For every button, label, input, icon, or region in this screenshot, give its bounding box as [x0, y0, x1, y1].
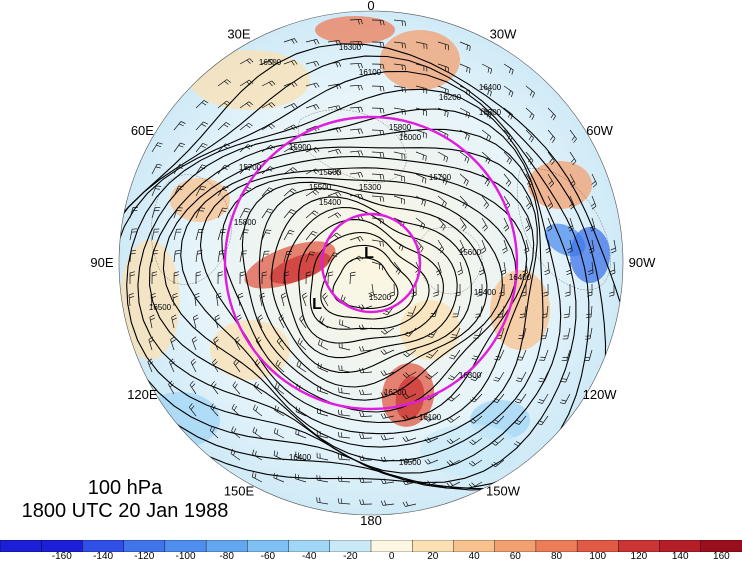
contour-label: 16500 [399, 458, 422, 467]
colorbar-tick: 20 [413, 551, 453, 562]
colorbar-tick: 60 [495, 551, 535, 562]
colorbar-tick: 100 [578, 551, 618, 562]
longitude-label-lon-90w: 90W [629, 255, 656, 270]
longitude-label-lon-30w: 30W [490, 26, 517, 41]
contour-label: 16000 [399, 133, 422, 142]
contour-label: 15200 [369, 293, 392, 302]
contour-label: 15400 [474, 288, 497, 297]
colorbar-tick: -120 [124, 551, 164, 562]
contour-label: 15700 [239, 163, 262, 172]
valid-time-label: 1800 UTC 20 Jan 1988 [0, 500, 250, 523]
contour-label: 15800 [389, 123, 412, 132]
colorbar-tick: -140 [83, 551, 123, 562]
longitude-label-lon-120e: 120E [127, 387, 158, 402]
contour-label: 16300 [479, 108, 502, 117]
colorbar-tick: -100 [166, 551, 206, 562]
contour-label: 15600 [319, 168, 342, 177]
contour-label: 16400 [289, 453, 312, 462]
colorbar-tick: -40 [289, 551, 329, 562]
contour-label: 15700 [429, 173, 452, 182]
longitude-label-lon-0: 0 [367, 0, 374, 13]
contour-label: 15800 [234, 218, 257, 227]
colorbar-tick: 40 [454, 551, 494, 562]
colorbar-tick: -160 [42, 551, 82, 562]
colorbar-tick: 160 [701, 551, 741, 562]
contour-label: 16200 [384, 388, 407, 397]
contour-label: 16300 [339, 43, 362, 52]
colorbar-tick: -60 [248, 551, 288, 562]
contour-label: 15300 [359, 183, 382, 192]
anomaly-blob [380, 30, 460, 90]
contour-label: 16400 [509, 273, 532, 282]
colorbar-tick: 120 [619, 551, 659, 562]
longitude-label-lon-60e: 60E [131, 123, 154, 138]
longitude-label-lon-90e: 90E [90, 255, 113, 270]
contour-label: 16100 [419, 413, 442, 422]
contour-label: 16300 [459, 371, 482, 380]
low-center-north: L [364, 245, 374, 262]
contour-label: 15900 [289, 143, 312, 152]
colorbar-tick: 80 [537, 551, 577, 562]
map-disc: 15200 15300 15400 15500 15600 15700 15800 15900… [83, 11, 632, 515]
contour-label: 16200 [439, 93, 462, 102]
contour-label: 16500 [149, 303, 172, 312]
contour-label: 16500 [259, 58, 282, 67]
contour-label: 15600 [459, 248, 482, 257]
longitude-label-lon-120w: 120W [583, 387, 618, 402]
colorbar-tick: 0 [372, 551, 412, 562]
longitude-label-lon-180: 180 [360, 513, 382, 528]
colorbar-tick: -80 [207, 551, 247, 562]
contour-label: 16100 [359, 68, 382, 77]
longitude-label-lon-30e: 30E [227, 26, 250, 41]
contour-label: 16400 [479, 83, 502, 92]
low-center-south: L [312, 296, 322, 313]
colorbar-tick: 140 [660, 551, 700, 562]
longitude-label-lon-150w: 150W [486, 484, 521, 499]
contour-label: 15400 [319, 198, 342, 207]
pressure-level-label: 100 hPa [0, 477, 250, 500]
contour-label: 15500 [309, 183, 332, 192]
longitude-label-lon-60w: 60W [586, 123, 613, 138]
colorbar-tick: -20 [330, 551, 370, 562]
